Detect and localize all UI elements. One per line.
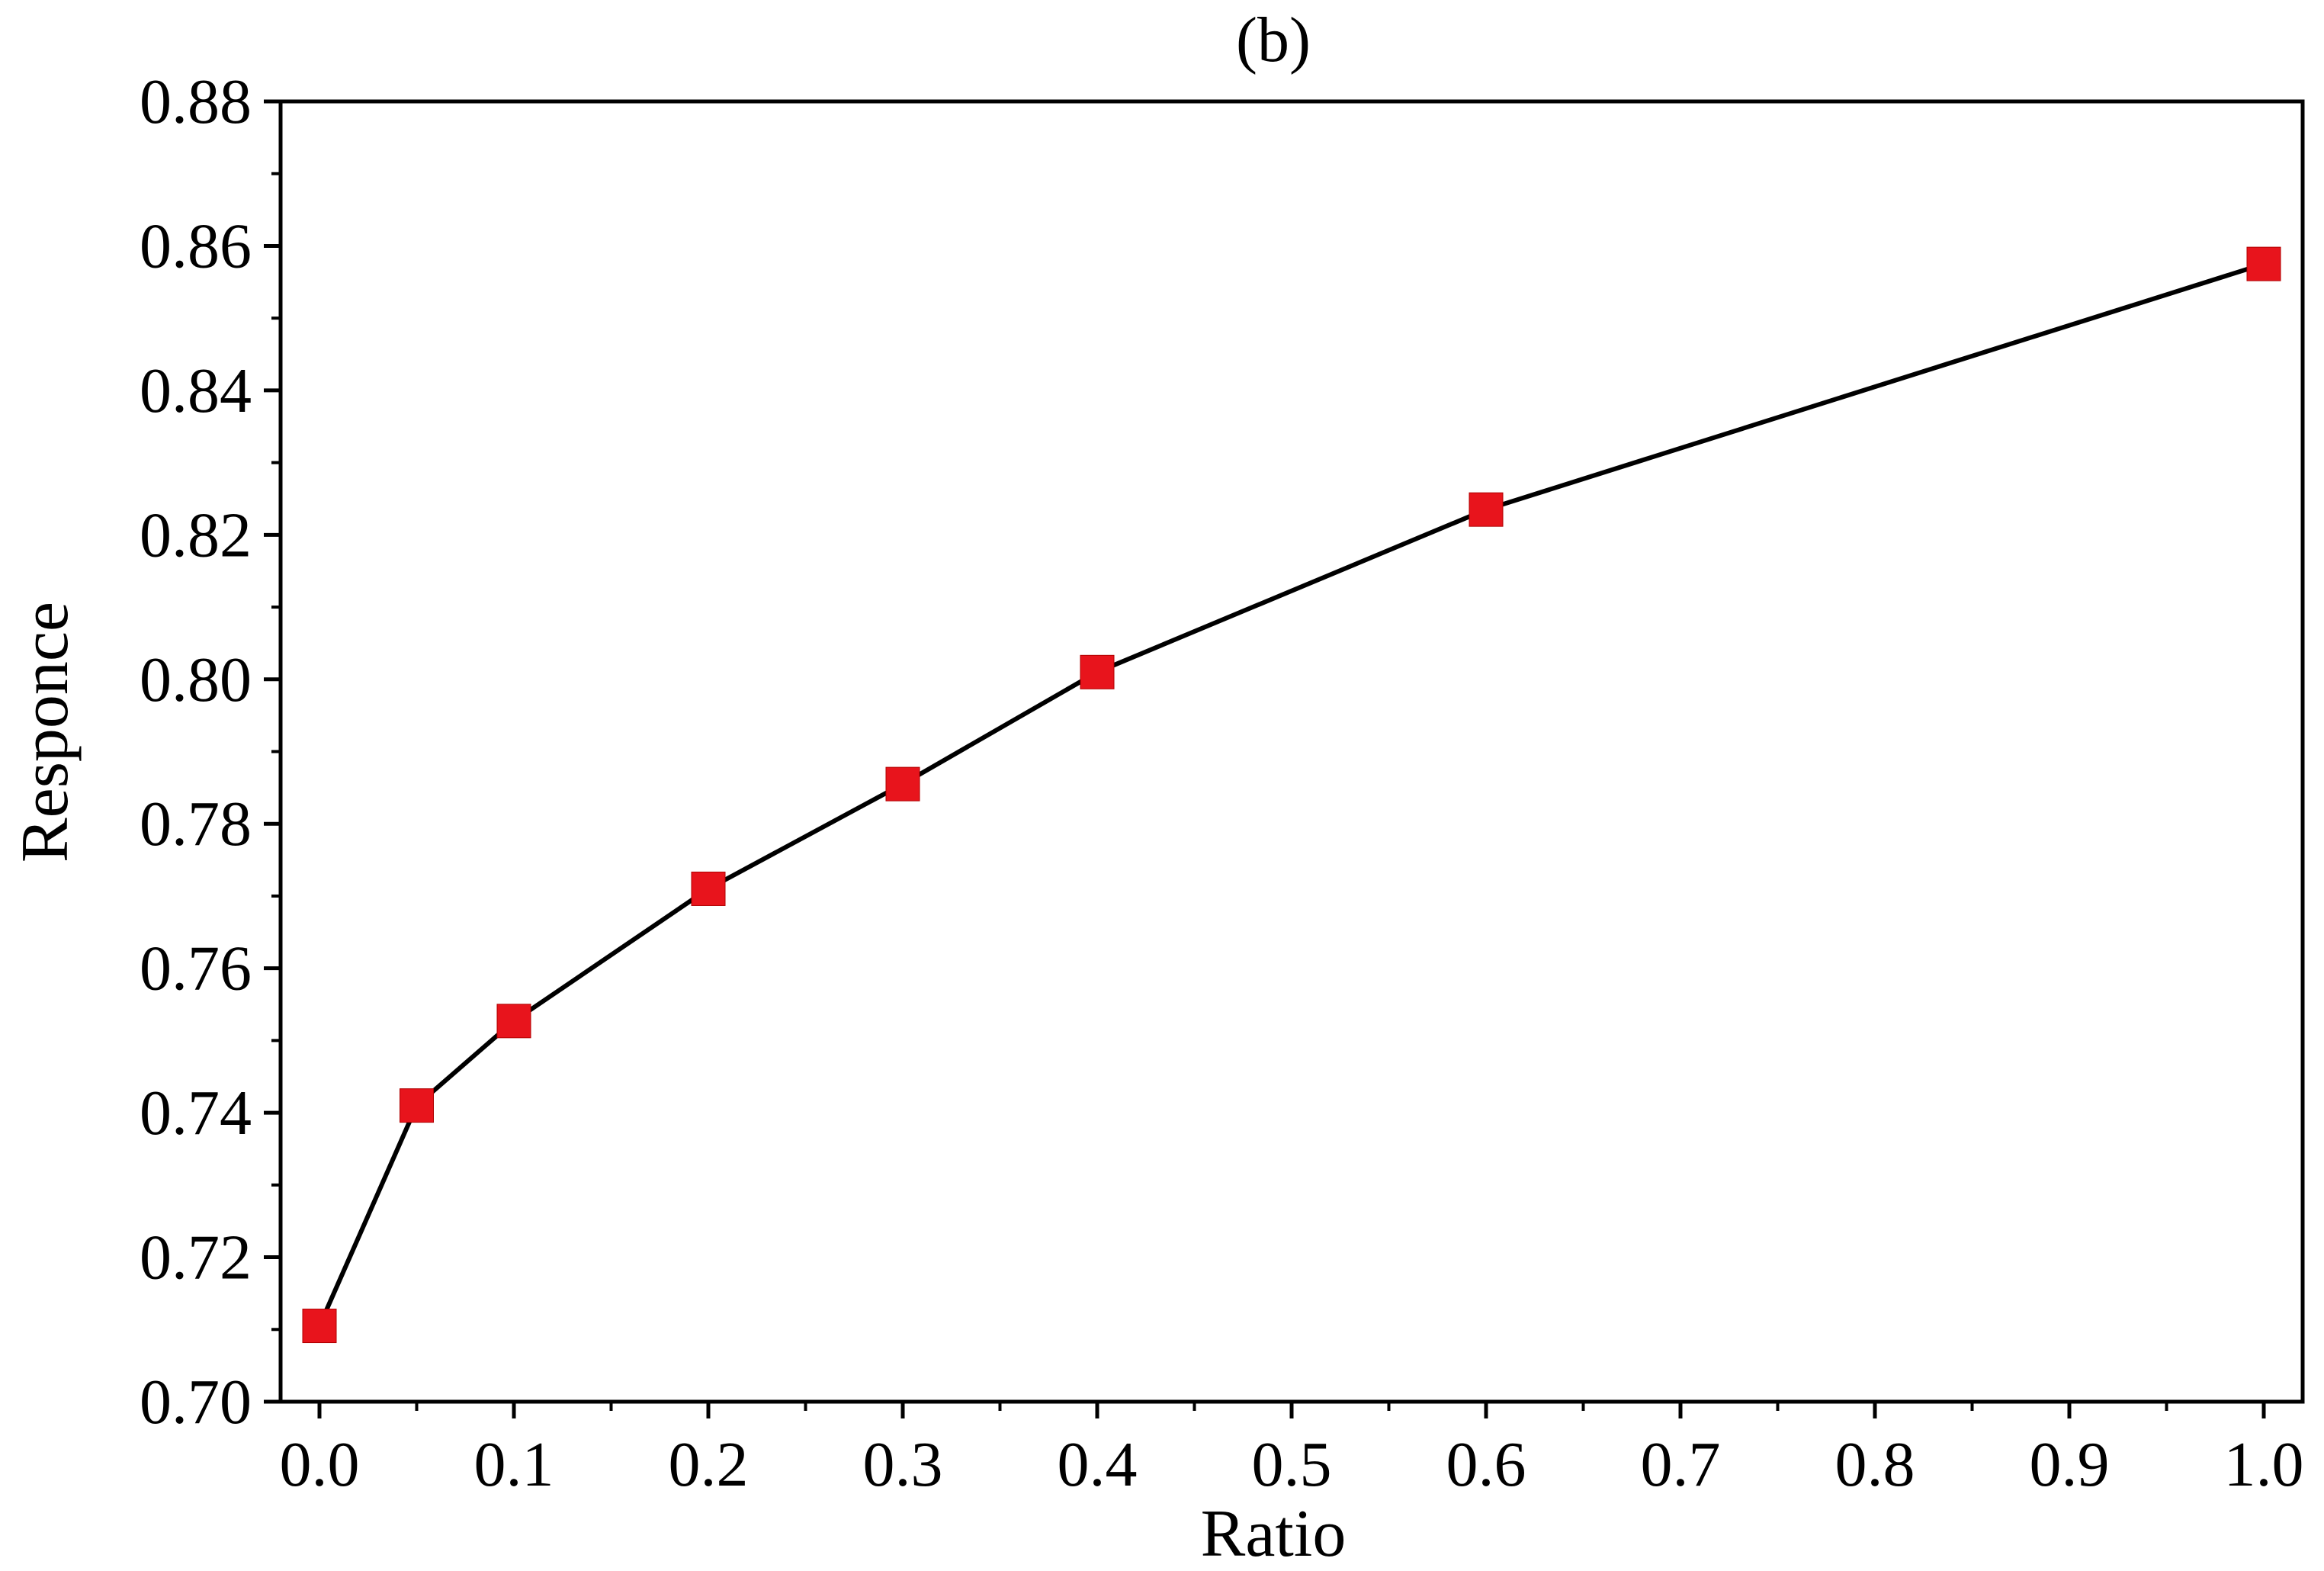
x-tick-label: 0.4 (1058, 1429, 1138, 1500)
y-axis-label: Responce (8, 602, 82, 863)
data-point (885, 766, 920, 802)
y-tick-label: 0.80 (140, 644, 252, 715)
data-point (302, 1309, 337, 1344)
series-line (317, 262, 2265, 1327)
x-tick-label: 0.3 (863, 1429, 943, 1500)
chart-title: (b) (1236, 5, 1311, 75)
y-tick-label: 0.72 (140, 1222, 252, 1293)
data-series (302, 246, 2281, 1344)
y-tick-label: 0.76 (140, 933, 252, 1004)
x-tick-label: 0.0 (280, 1429, 360, 1500)
y-tick-label: 0.86 (140, 210, 252, 281)
y-tick-label: 0.82 (140, 500, 252, 570)
x-tick-label: 0.8 (1835, 1429, 1915, 1500)
y-tick-label: 0.84 (140, 355, 252, 426)
y-tick-label: 0.70 (140, 1367, 252, 1438)
data-point (1080, 654, 1115, 689)
y-tick-label: 0.88 (140, 66, 252, 137)
x-tick-label: 0.1 (474, 1429, 554, 1500)
y-tick-label: 0.78 (140, 789, 252, 859)
data-point (496, 1004, 531, 1039)
data-point (2246, 246, 2281, 281)
x-tick-label: 0.2 (669, 1429, 749, 1500)
x-tick-label: 0.9 (2030, 1429, 2110, 1500)
x-tick-label: 0.7 (1641, 1429, 1721, 1500)
data-point (1469, 492, 1504, 527)
x-tick-label: 0.6 (1446, 1429, 1526, 1500)
x-tick-label: 0.5 (1252, 1429, 1332, 1500)
data-point (691, 871, 726, 906)
data-point (400, 1088, 434, 1123)
axis-ticks: 0.70 0.72 0.74 0.76 0.78 0.80 0.82 0.84 0.86 0.88… (140, 66, 2304, 1500)
x-tick-label: 1.0 (2224, 1429, 2304, 1500)
x-axis-label: Ratio (1201, 1497, 1347, 1567)
y-tick-label: 0.74 (140, 1078, 252, 1149)
plot-frame (278, 99, 2305, 1404)
